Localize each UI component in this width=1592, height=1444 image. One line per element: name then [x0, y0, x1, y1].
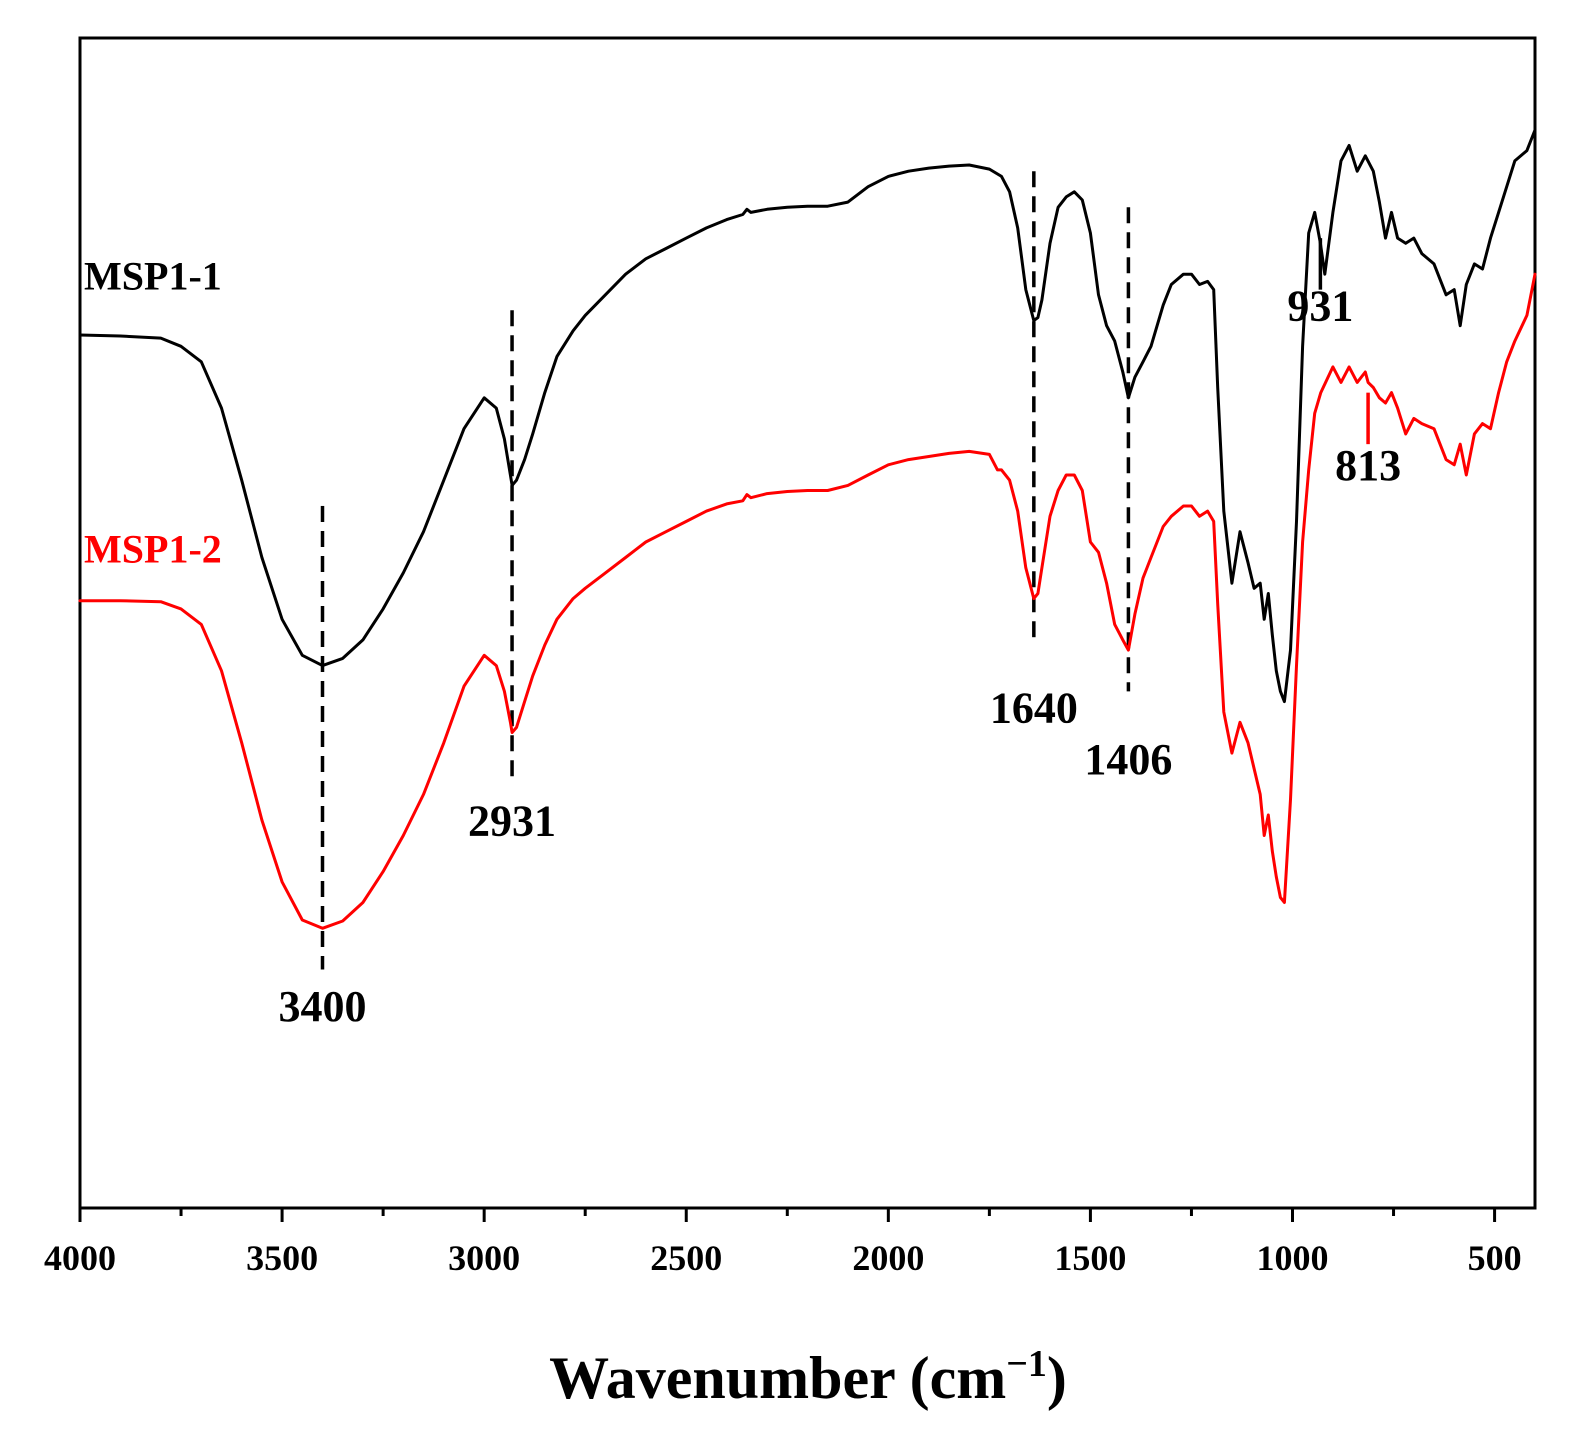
x-tick-label-2000: 2000 [852, 1238, 924, 1278]
x-tick-label-500: 500 [1468, 1238, 1522, 1278]
peak-label-1406: 1406 [1084, 735, 1172, 784]
x-axis-tick-labels: 4000 3500 3000 2500 2000 1500 1000 500 [44, 1238, 1522, 1278]
plot-frame [78, 36, 1537, 1210]
x-tick-label-1000: 1000 [1257, 1238, 1329, 1278]
series-labels: MSP1-1 MSP1-2 [84, 254, 222, 572]
peak-label-1640: 1640 [990, 683, 1078, 732]
peak-label-931: 931 [1287, 282, 1353, 331]
series-label-msp1-2: MSP1-2 [84, 527, 222, 572]
peak-label-3400: 3400 [279, 982, 367, 1031]
x-tick-label-1500: 1500 [1054, 1238, 1126, 1278]
x-tick-label-3500: 3500 [246, 1238, 318, 1278]
peak-label-2931: 2931 [468, 797, 556, 846]
peak-markers [320, 171, 1370, 970]
x-tick-label-2500: 2500 [650, 1238, 722, 1278]
x-tick-label-3000: 3000 [448, 1238, 520, 1278]
series-line-msp1-1 [78, 128, 1537, 704]
x-axis-title: Wavenumber (cm−1) [549, 1343, 1067, 1411]
x-tick-label-4000: 4000 [44, 1238, 116, 1278]
x-axis-ticks [78, 1208, 1497, 1222]
series-line-msp1-2 [78, 272, 1537, 930]
series-label-msp1-1: MSP1-1 [84, 254, 222, 299]
peak-label-813: 813 [1335, 441, 1401, 490]
series-group [78, 128, 1537, 930]
